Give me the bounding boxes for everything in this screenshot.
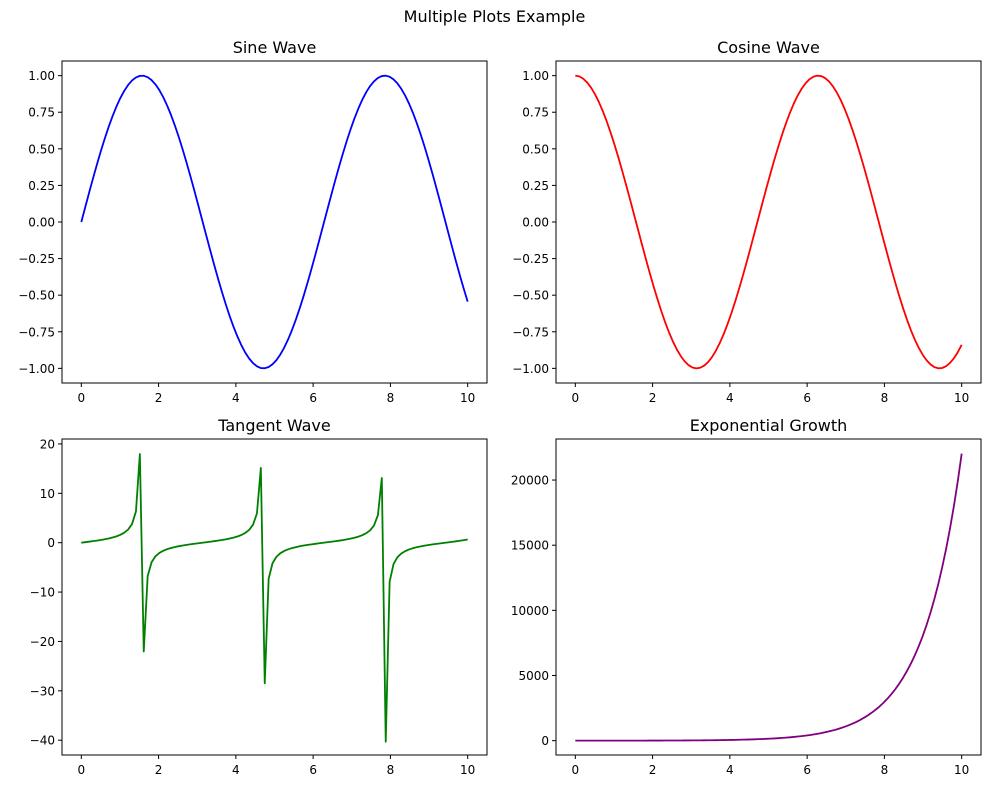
subplot-sine-wave: 0 2 4 6 8 10 −1.00 −0.75 −0.50 −0.25 0.00 0.25 0.50 0… (18, 38, 488, 405)
subplot-cosine-wave: 0 2 4 6 8 10 −1.00 −0.75 −0.50 −0.25 0.00 0.25 0.50 0… (512, 38, 982, 405)
y-tick-label: 0 (47, 536, 55, 550)
y-tick-label: −0.50 (512, 289, 549, 303)
subplot-exponential-growth: 0 2 4 6 8 10 0 5000 10000 15000 20000 Exponential G… (511, 416, 982, 777)
y-tick-label: −0.25 (512, 252, 549, 266)
sine-wave-axes-frame (61, 60, 488, 384)
x-tick-label: 4 (726, 391, 734, 405)
y-tick-label: 0.00 (522, 216, 549, 230)
exponential-growth-axes-frame (555, 438, 982, 756)
exponential-growth-title: Exponential Growth (690, 416, 848, 435)
y-tick-label: −20 (30, 635, 55, 649)
y-tick-label: −0.25 (18, 252, 55, 266)
sine-wave-line (80, 74, 469, 370)
x-tick-label: 6 (309, 763, 317, 777)
x-tick-label: 4 (232, 763, 240, 777)
figure-suptitle: Multiple Plots Example (403, 7, 586, 26)
tangent-wave-title: Tangent Wave (217, 416, 330, 435)
y-tick-label: 10 (40, 487, 55, 501)
y-tick-label: 20000 (511, 474, 549, 488)
x-tick-label: 10 (954, 763, 969, 777)
x-tick-label: 10 (954, 391, 969, 405)
x-tick-label: 10 (460, 391, 475, 405)
x-tick-label: 6 (803, 763, 811, 777)
cosine-wave-line (575, 74, 963, 370)
tangent-wave-line (81, 453, 468, 743)
y-tick-label: 5000 (518, 669, 549, 683)
x-tick-label: 2 (155, 391, 163, 405)
x-tick-label: 8 (387, 391, 395, 405)
x-tick-label: 6 (803, 391, 811, 405)
cosine-wave-axes-frame (555, 60, 982, 384)
y-tick-label: 0.25 (522, 179, 549, 193)
tangent-wave-axes-frame (61, 438, 488, 756)
y-tick-label: −0.75 (18, 325, 55, 339)
y-tick-label: 15000 (511, 539, 549, 553)
x-tick-label: 6 (309, 391, 317, 405)
x-tick-label: 8 (881, 391, 889, 405)
x-tick-label: 10 (460, 763, 475, 777)
x-tick-label: 0 (571, 391, 579, 405)
y-tick-label: 0 (541, 734, 549, 748)
y-tick-label: −10 (30, 586, 55, 600)
exponential-growth-line (575, 453, 963, 742)
x-tick-label: 2 (155, 763, 163, 777)
y-tick-label: 0.25 (28, 179, 55, 193)
y-tick-label: 0.75 (522, 106, 549, 120)
cosine-wave-title: Cosine Wave (717, 38, 820, 57)
y-tick-label: −30 (30, 684, 55, 698)
y-tick-label: 0.00 (28, 216, 55, 230)
y-tick-label: 0.50 (28, 142, 55, 156)
y-tick-label: −40 (30, 734, 55, 748)
x-tick-label: 8 (387, 763, 395, 777)
x-tick-label: 0 (77, 763, 85, 777)
y-tick-label: 1.00 (28, 69, 55, 83)
x-tick-label: 2 (649, 763, 657, 777)
y-tick-label: 0.50 (522, 142, 549, 156)
y-tick-label: 10000 (511, 604, 549, 618)
y-tick-label: 1.00 (522, 69, 549, 83)
y-tick-label: 0.75 (28, 106, 55, 120)
y-tick-label: −0.50 (18, 289, 55, 303)
x-tick-label: 0 (77, 391, 85, 405)
x-tick-label: 4 (232, 391, 240, 405)
x-tick-label: 2 (649, 391, 657, 405)
x-tick-label: 0 (571, 763, 579, 777)
sine-wave-title: Sine Wave (233, 38, 317, 57)
x-tick-label: 4 (726, 763, 734, 777)
subplot-tangent-wave: 0 2 4 6 8 10 −40 −30 −20 −10 0 10 20 Tangent Wave (30, 416, 488, 777)
x-tick-label: 8 (881, 763, 889, 777)
y-tick-label: 20 (40, 437, 55, 451)
y-tick-label: −0.75 (512, 325, 549, 339)
y-tick-label: −1.00 (512, 362, 549, 376)
y-tick-label: −1.00 (18, 362, 55, 376)
